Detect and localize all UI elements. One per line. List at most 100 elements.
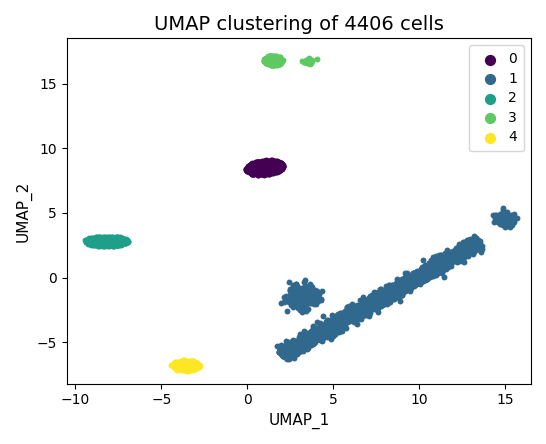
- Point: [288, 349, 296, 356]
- Point: [369, 294, 377, 301]
- Point: [416, 273, 425, 280]
- Point: [306, 338, 314, 345]
- Point: [390, 295, 399, 302]
- Point: [457, 244, 466, 251]
- Point: [307, 330, 316, 337]
- Point: [252, 170, 261, 178]
- Point: [441, 264, 450, 271]
- Point: [441, 257, 449, 264]
- Point: [280, 352, 288, 359]
- Point: [359, 310, 368, 317]
- Point: [269, 165, 278, 172]
- Point: [355, 305, 364, 312]
- Point: [300, 290, 309, 297]
- Point: [257, 168, 266, 175]
- Point: [270, 164, 278, 171]
- Point: [459, 238, 468, 246]
- Point: [501, 217, 509, 224]
- Point: [402, 283, 411, 290]
- Point: [281, 349, 289, 356]
- Point: [316, 336, 325, 343]
- Point: [457, 245, 466, 252]
- Point: [382, 285, 391, 292]
- Point: [452, 257, 460, 264]
- Point: [420, 270, 429, 277]
- Point: [429, 263, 438, 270]
- Point: [462, 249, 471, 256]
- Point: [246, 166, 254, 173]
- Point: [90, 240, 99, 247]
- Point: [505, 219, 513, 226]
- Point: [448, 254, 456, 261]
- Point: [262, 164, 271, 171]
- Point: [312, 335, 321, 342]
- Point: [339, 318, 347, 325]
- Point: [339, 314, 348, 321]
- Point: [114, 239, 122, 246]
- Point: [338, 320, 347, 327]
- Point: [100, 241, 109, 248]
- Point: [94, 234, 103, 241]
- Point: [311, 328, 319, 335]
- Point: [173, 362, 182, 369]
- Point: [466, 246, 474, 253]
- Point: [331, 317, 340, 324]
- Point: [171, 360, 180, 367]
- Point: [445, 256, 454, 263]
- Point: [313, 333, 322, 341]
- Point: [195, 363, 204, 370]
- Point: [87, 236, 96, 243]
- Point: [256, 164, 264, 171]
- Point: [377, 296, 386, 303]
- Point: [362, 305, 371, 313]
- Point: [366, 299, 375, 306]
- Point: [450, 246, 459, 254]
- Point: [287, 346, 295, 353]
- Point: [267, 166, 276, 173]
- Point: [117, 241, 126, 248]
- Point: [250, 163, 259, 170]
- Point: [298, 334, 307, 341]
- Point: [394, 289, 403, 296]
- Point: [432, 259, 441, 266]
- Point: [339, 318, 347, 325]
- Point: [329, 320, 338, 327]
- Point: [335, 319, 344, 326]
- Point: [263, 56, 272, 63]
- Point: [260, 161, 269, 168]
- Point: [424, 268, 433, 275]
- Point: [262, 170, 271, 178]
- Point: [331, 314, 340, 321]
- Point: [400, 281, 408, 289]
- Point: [321, 324, 329, 331]
- Point: [271, 162, 280, 169]
- Point: [263, 162, 272, 169]
- Point: [260, 58, 269, 65]
- Point: [294, 285, 303, 292]
- Point: [302, 340, 311, 347]
- Point: [347, 317, 356, 324]
- Point: [276, 57, 284, 64]
- Point: [470, 240, 479, 247]
- Point: [463, 244, 472, 251]
- Point: [443, 250, 452, 257]
- Point: [312, 335, 321, 342]
- Point: [292, 337, 300, 345]
- Point: [432, 257, 441, 264]
- Point: [455, 258, 464, 265]
- Point: [410, 281, 418, 288]
- Point: [92, 239, 101, 246]
- Point: [432, 252, 441, 259]
- Point: [251, 166, 259, 173]
- Point: [311, 329, 320, 337]
- Point: [470, 240, 478, 247]
- Point: [84, 235, 93, 242]
- Point: [95, 234, 104, 241]
- Point: [397, 291, 406, 298]
- Point: [416, 271, 425, 278]
- Point: [460, 254, 468, 261]
- Point: [272, 158, 281, 165]
- Point: [367, 297, 376, 304]
- Point: [394, 282, 402, 289]
- Point: [323, 323, 331, 330]
